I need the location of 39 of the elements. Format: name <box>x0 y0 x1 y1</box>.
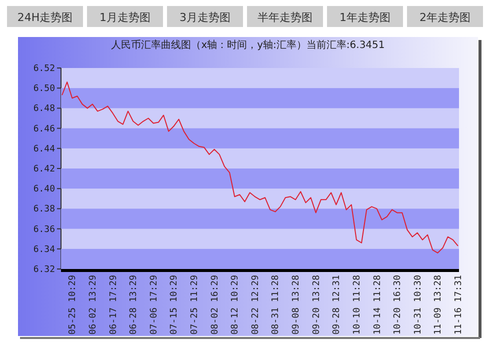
x-tick-label: 06-17 17:29 <box>108 275 119 335</box>
x-tick-label: 10-10 11:28 <box>352 275 362 335</box>
text: 1月走势图 <box>100 11 150 24</box>
chart-title: 人民币汇率曲线图（x轴：时间，y轴:汇率）当前汇率:6.3451 <box>111 39 385 51</box>
y-tick-label: 6.48 <box>33 104 55 114</box>
y-tick-label: 6.42 <box>33 164 55 174</box>
x-tick-label: 05-25 10:29 <box>68 275 78 335</box>
text: 3月走势图 <box>180 11 230 24</box>
x-tick-label: 06-02 13:29 <box>88 275 98 335</box>
text: 2年走势图 <box>420 11 470 24</box>
text: 24H走势图 <box>17 11 73 24</box>
x-tick-label: 09-08 13:28 <box>292 275 302 335</box>
x-tick-label: 08-12 10:29 <box>230 275 241 335</box>
x-tick-label: 07-15 10:29 <box>170 275 180 335</box>
x-tick-label: 07-06 17:29 <box>149 275 160 335</box>
x-tick-label: 08-22 12:29 <box>250 275 261 335</box>
x-tick-label: 10-31 10:30 <box>413 275 424 335</box>
x-tick-label: 09-20 13:28 <box>312 275 322 335</box>
x-tick-label: 11-09 13:28 <box>434 275 444 335</box>
x-tick-label: 09-28 12:31 <box>332 275 342 335</box>
y-tick-label: 6.36 <box>33 224 55 235</box>
y-tick-label: 6.52 <box>33 64 55 74</box>
y-tick-label: 6.40 <box>33 184 55 195</box>
y-tick-label: 6.32 <box>33 265 55 275</box>
y-tick-label: 6.50 <box>33 84 55 94</box>
line-series <box>62 82 458 254</box>
y-tick-label: 6.44 <box>33 144 55 154</box>
x-tick-label: 06-28 13:29 <box>129 275 140 335</box>
y-tick-label: 6.38 <box>33 204 55 215</box>
text: 1年走势图 <box>340 11 390 24</box>
x-tick-label: 11-16 17:31 <box>454 275 464 335</box>
y-tick-label: 6.34 <box>33 244 55 255</box>
x-tick-label: 10-20 16:30 <box>393 275 404 335</box>
x-tick-label: 08-31 11:28 <box>271 275 282 335</box>
x-tick-label: 08-02 16:29 <box>210 275 220 335</box>
x-tick-label: 07-25 11:29 <box>190 275 200 335</box>
y-tick-label: 6.46 <box>33 124 55 134</box>
x-tick-label: 10-14 11:28 <box>372 275 383 335</box>
text: 半年走势图 <box>258 11 312 24</box>
